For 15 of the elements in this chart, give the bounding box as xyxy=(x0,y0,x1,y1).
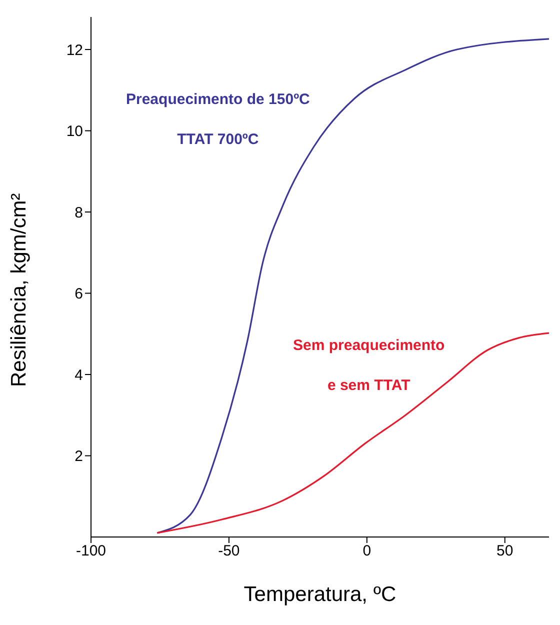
text: Sem preaquecimento e sem TTAT xyxy=(293,337,445,394)
x-tick-label: -100 xyxy=(76,542,106,560)
y-tick-label: 12 xyxy=(66,42,83,59)
y-tick-label: 8 xyxy=(74,204,83,222)
x-axis-title: Temperatura, ºC xyxy=(244,583,396,606)
y-axis-title: Resiliência, kgm/cm² xyxy=(7,193,30,387)
y-tick-label: 2 xyxy=(74,448,83,466)
line-series xyxy=(156,332,549,534)
y-tick-label: 4 xyxy=(74,366,83,384)
x-tick-label: 0 xyxy=(362,542,372,560)
x-tick-label: -50 xyxy=(218,542,240,560)
text: Preaquecimento de 150ºC TTAT 700ºC xyxy=(126,91,310,148)
y-tick-label: 10 xyxy=(66,123,83,140)
x-tick-label: 50 xyxy=(496,542,514,560)
y-tick-label: 6 xyxy=(74,286,83,303)
